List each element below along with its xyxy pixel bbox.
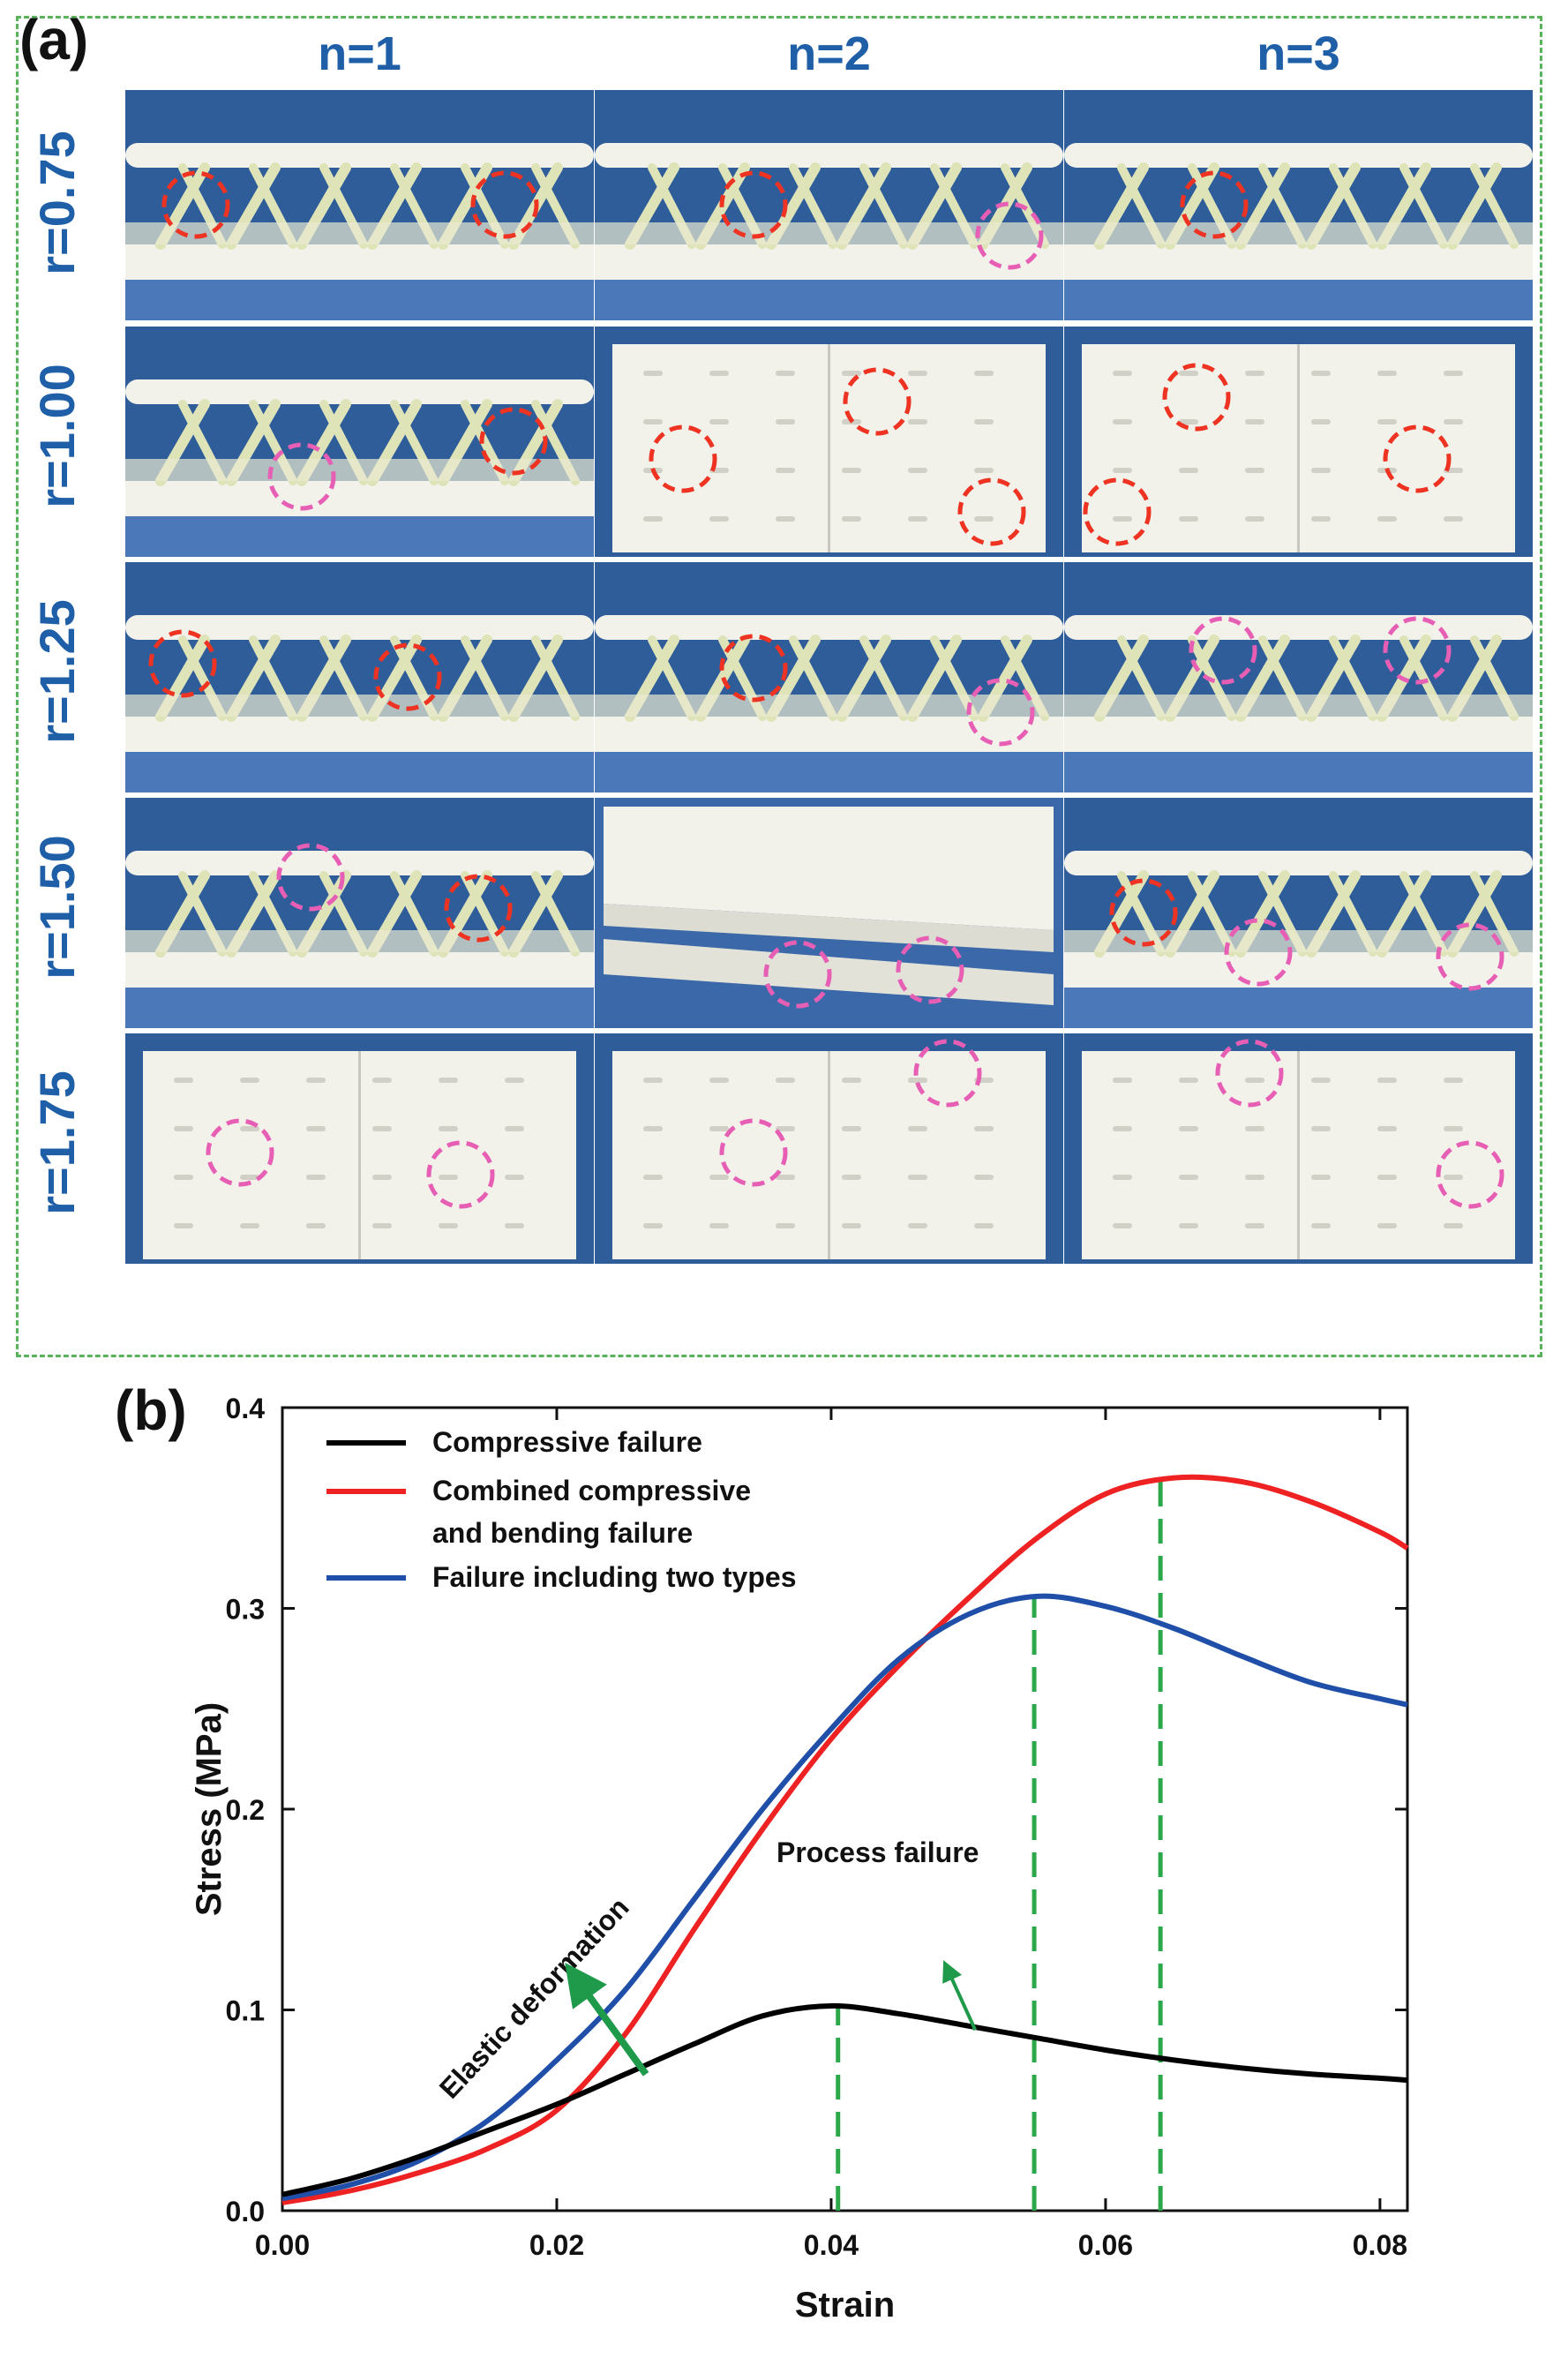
x-tick-label: 0.04 <box>804 2229 859 2261</box>
row-label-r075: r=0.75 <box>29 131 85 275</box>
specimen-photo <box>125 90 594 320</box>
failure-circle <box>763 940 832 1009</box>
failure-circle <box>719 170 788 239</box>
failure-circle <box>373 642 442 711</box>
elastic-arrow <box>565 1962 649 2077</box>
specimen-photo <box>125 562 594 792</box>
x-tick-label: 0.08 <box>1353 2229 1407 2261</box>
failure-circle <box>975 201 1044 270</box>
failure-circle <box>843 367 912 436</box>
failure-circle <box>161 170 230 239</box>
failure-circle <box>479 407 548 476</box>
series-line-combined <box>281 1474 1409 2205</box>
legend-label: and bending failure <box>432 1517 693 1549</box>
specimen-photo <box>125 327 594 557</box>
stress-strain-chart: (b) 0.00 0.02 0.04 0.06 0.08 0.0 0.1 0.2 0.3 0.4 St… <box>115 1378 1409 2325</box>
x-axis-label: Strain <box>795 2286 895 2325</box>
specimen-photo <box>1064 90 1533 320</box>
specimen-photo <box>595 1033 1063 1264</box>
failure-circle <box>896 935 964 1004</box>
panel-a-label: (a) <box>19 8 89 71</box>
specimen-photo <box>1064 327 1533 557</box>
failure-circle <box>719 634 788 702</box>
y-tick-label: 0.0 <box>226 2196 265 2227</box>
x-tick-label: 0.06 <box>1078 2229 1133 2261</box>
failure-circle <box>1189 616 1257 685</box>
failure-circle <box>1109 878 1178 947</box>
failure-circle <box>1162 363 1231 432</box>
y-tick-label: 0.3 <box>226 1594 265 1626</box>
panel-b-label: (b) <box>115 1378 187 1442</box>
specimen-photo <box>595 90 1063 320</box>
legend-label: Compressive failure <box>432 1426 702 1458</box>
specimen-photo <box>595 798 1063 1028</box>
photo-grid-panel <box>16 16 1542 1357</box>
specimen-photo <box>595 562 1063 792</box>
failure-circle <box>276 843 345 912</box>
failure-circle <box>1436 922 1504 991</box>
failure-circle <box>1383 424 1452 493</box>
failure-circle <box>1215 1039 1284 1108</box>
specimen-photo <box>125 1033 594 1264</box>
row-label-r100: r=1.00 <box>29 364 85 508</box>
specimen-photo <box>1064 562 1533 792</box>
series-line-two-types <box>281 1593 1408 2202</box>
failure-circle <box>148 629 217 698</box>
column-header-n1: n=1 <box>318 27 401 80</box>
specimen-photo <box>125 798 594 1028</box>
specimen-photo <box>1064 1033 1533 1264</box>
y-tick-label: 0.4 <box>226 1393 266 1424</box>
failure-circle <box>957 477 1026 546</box>
failure-circle <box>470 170 539 239</box>
specimen-photo <box>595 327 1063 557</box>
process-arrow <box>942 1960 978 2032</box>
y-tick-label: 0.1 <box>226 1995 265 2027</box>
x-tick-label: 0.02 <box>529 2229 584 2261</box>
column-header-n2: n=2 <box>787 27 871 80</box>
specimen-photo <box>1064 798 1533 1028</box>
failure-circle <box>206 1118 274 1187</box>
legend-label: Failure including two types <box>432 1561 796 1593</box>
series-line-compressive <box>281 2002 1408 2197</box>
failure-circle <box>649 424 717 493</box>
failure-circle <box>913 1039 982 1108</box>
failure-circle <box>1180 170 1249 239</box>
y-tick-label: 0.2 <box>226 1794 265 1826</box>
failure-circle <box>444 874 513 943</box>
row-label-r125: r=1.25 <box>29 599 85 744</box>
elastic-deformation-label: Elastic deformation <box>433 1891 635 2105</box>
failure-circle <box>267 442 336 511</box>
row-label-r150: r=1.50 <box>29 835 85 980</box>
column-header-n3: n=3 <box>1257 27 1340 80</box>
failure-circle <box>1436 1140 1504 1209</box>
failure-circle <box>719 1118 788 1187</box>
failure-circle <box>1083 477 1152 546</box>
y-axis-label: Stress (MPa) <box>190 1702 229 1916</box>
legend-label: Combined compressive <box>432 1475 751 1506</box>
failure-circle <box>1383 616 1452 685</box>
failure-circle <box>426 1140 495 1209</box>
failure-circle <box>966 678 1035 747</box>
process-failure-label: Process failure <box>776 1836 979 1868</box>
row-label-r175: r=1.75 <box>29 1070 85 1215</box>
x-tick-label: 0.00 <box>255 2229 310 2261</box>
failure-circle <box>1224 918 1293 987</box>
